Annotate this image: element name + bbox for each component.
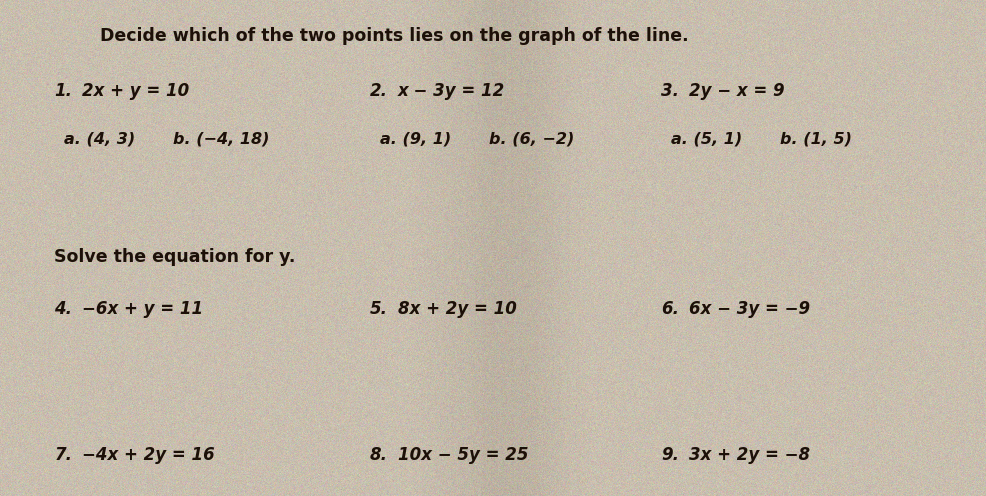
Text: b. (1, 5): b. (1, 5) bbox=[779, 131, 851, 146]
Text: 8x + 2y = 10: 8x + 2y = 10 bbox=[397, 300, 516, 318]
Text: 10x − 5y = 25: 10x − 5y = 25 bbox=[397, 446, 528, 464]
Text: −6x + y = 11: −6x + y = 11 bbox=[82, 300, 203, 318]
Text: 6.: 6. bbox=[661, 300, 678, 318]
Text: 9.: 9. bbox=[661, 446, 678, 464]
Text: a. (5, 1): a. (5, 1) bbox=[670, 131, 741, 146]
Text: −4x + 2y = 16: −4x + 2y = 16 bbox=[82, 446, 214, 464]
Text: x − 3y = 12: x − 3y = 12 bbox=[397, 82, 505, 100]
Text: 1.: 1. bbox=[54, 82, 72, 100]
Text: 3.: 3. bbox=[661, 82, 678, 100]
Text: Decide which of the two points lies on the graph of the line.: Decide which of the two points lies on t… bbox=[101, 27, 688, 45]
Text: 2.: 2. bbox=[370, 82, 387, 100]
Text: 2x + y = 10: 2x + y = 10 bbox=[82, 82, 189, 100]
Text: 4.: 4. bbox=[54, 300, 72, 318]
Text: 6x − 3y = −9: 6x − 3y = −9 bbox=[688, 300, 810, 318]
Text: Solve the equation for y.: Solve the equation for y. bbox=[54, 248, 296, 266]
Text: b. (6, −2): b. (6, −2) bbox=[488, 131, 573, 146]
Text: 7.: 7. bbox=[54, 446, 72, 464]
Text: 8.: 8. bbox=[370, 446, 387, 464]
Text: 2y − x = 9: 2y − x = 9 bbox=[688, 82, 784, 100]
Text: a. (9, 1): a. (9, 1) bbox=[380, 131, 451, 146]
Text: 3x + 2y = −8: 3x + 2y = −8 bbox=[688, 446, 810, 464]
Text: b. (−4, 18): b. (−4, 18) bbox=[173, 131, 269, 146]
Text: a. (4, 3): a. (4, 3) bbox=[64, 131, 135, 146]
Text: 5.: 5. bbox=[370, 300, 387, 318]
